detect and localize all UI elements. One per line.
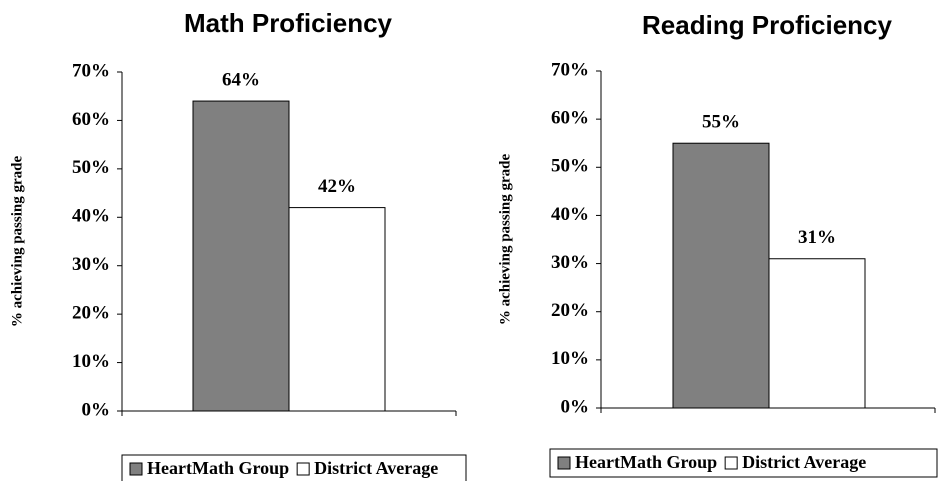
y-tick-label: 0% xyxy=(82,399,111,420)
bar xyxy=(288,207,386,412)
y-tick-label: 10% xyxy=(72,351,110,372)
y-axis-label: % achieving passing grade xyxy=(9,156,25,328)
y-tick-label: 40% xyxy=(72,206,110,227)
data-label: 55% xyxy=(702,112,740,133)
legend-label: District Average xyxy=(742,452,866,472)
y-tick-label: 0% xyxy=(561,396,590,417)
legend-box xyxy=(549,448,938,478)
data-label: 31% xyxy=(798,227,836,248)
y-axis-label: % achieving passing grade xyxy=(497,154,513,326)
data-label: 42% xyxy=(318,176,356,197)
legend-label: HeartMath Group xyxy=(575,452,717,472)
chart-title: Math Proficiency xyxy=(184,8,393,38)
legend-label: District Average xyxy=(314,458,438,478)
data-label: 64% xyxy=(222,69,260,90)
y-tick-label: 50% xyxy=(72,157,110,178)
chart-title: Reading Proficiency xyxy=(642,10,892,40)
legend-swatch xyxy=(296,462,310,476)
bar xyxy=(768,258,866,409)
legend-box xyxy=(121,454,467,481)
y-tick-label: 70% xyxy=(551,59,589,80)
y-tick-label: 50% xyxy=(551,156,589,177)
y-tick-label: 10% xyxy=(551,348,589,369)
bar xyxy=(192,100,290,412)
y-tick-label: 60% xyxy=(72,109,110,130)
legend-swatch xyxy=(557,456,571,470)
y-tick-label: 30% xyxy=(72,254,110,275)
y-tick-label: 20% xyxy=(72,303,110,324)
legend-swatch xyxy=(724,456,738,470)
legend-label: HeartMath Group xyxy=(147,458,289,478)
bar xyxy=(672,142,770,409)
y-tick-label: 30% xyxy=(551,252,589,273)
y-tick-label: 20% xyxy=(551,300,589,321)
y-tick-label: 60% xyxy=(551,108,589,129)
y-tick-label: 40% xyxy=(551,204,589,225)
legend-swatch xyxy=(129,462,143,476)
y-tick-label: 70% xyxy=(72,60,110,81)
